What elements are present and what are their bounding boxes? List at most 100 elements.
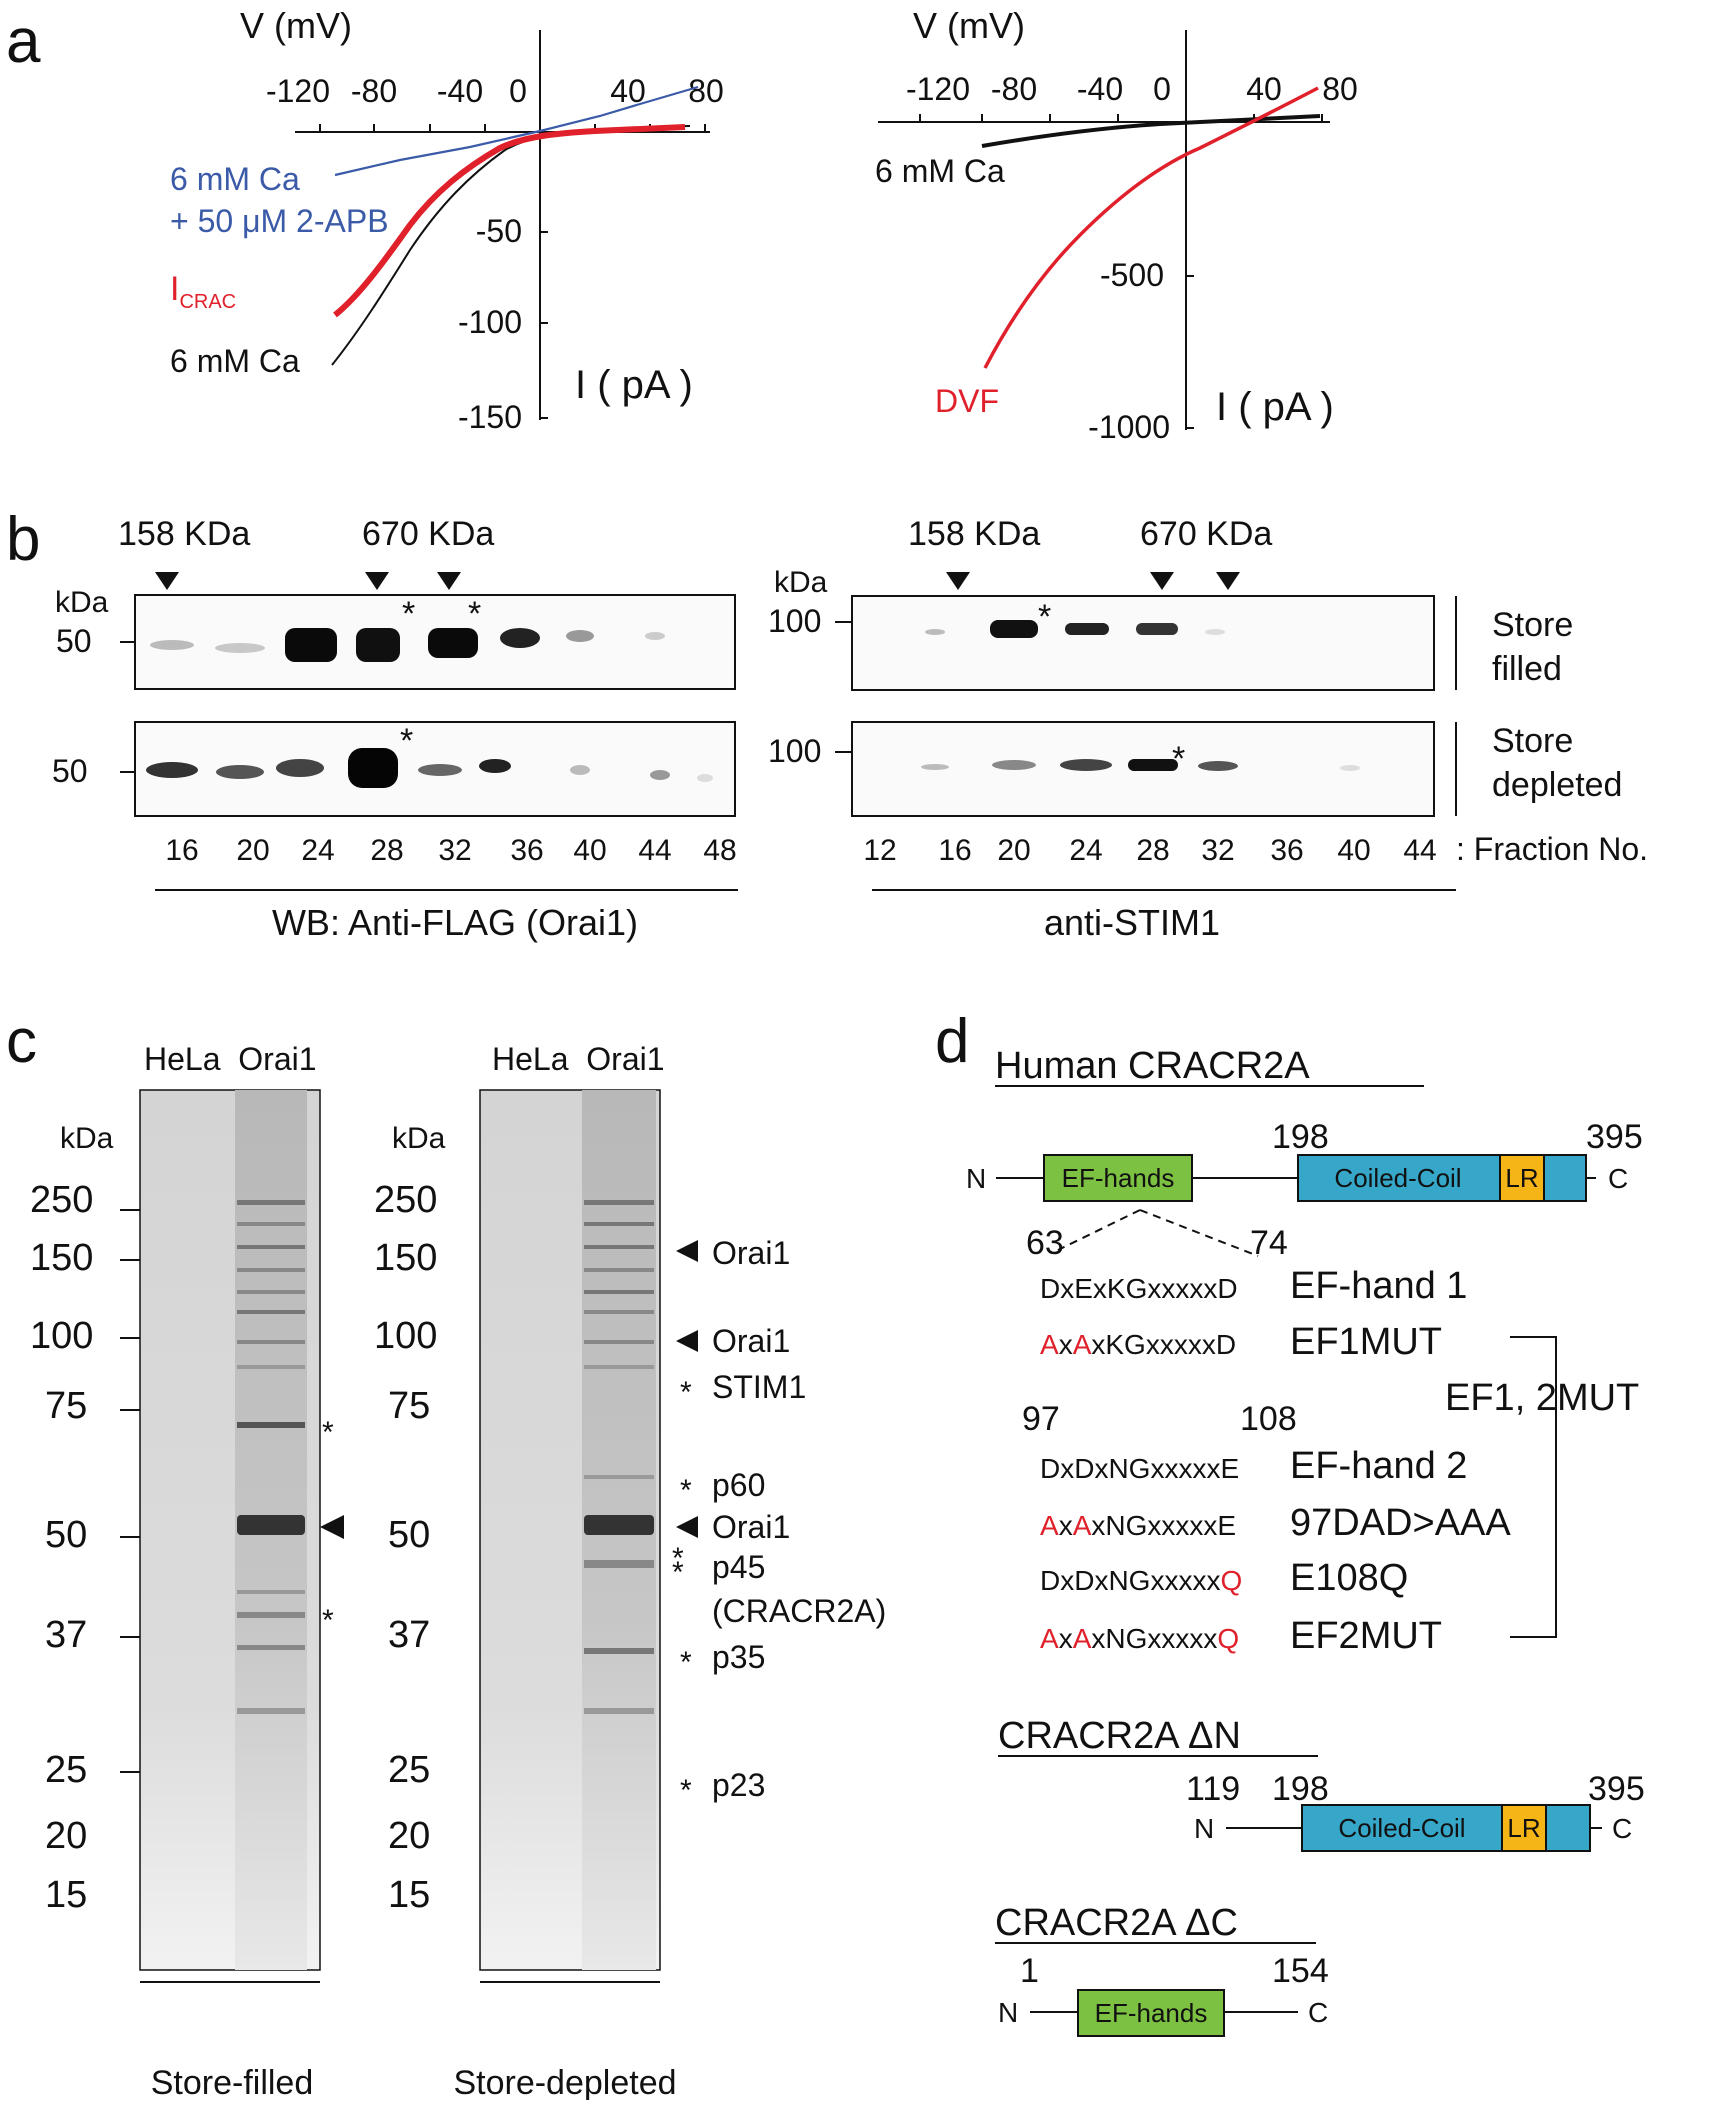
svg-text:75: 75 [45,1385,87,1427]
asterisk: * [1038,598,1051,636]
fraction-axis-label: : Fraction No. [1456,831,1648,867]
svg-text:15: 15 [45,1874,87,1916]
arrow-down-icon [437,572,461,590]
y-axis-label: I ( pA ) [575,363,693,407]
blot-bands-depleted [146,748,713,788]
asterisk: * [468,595,481,633]
svg-text:198: 198 [1272,1770,1329,1808]
y-tick-label: -150 [458,399,522,435]
svg-text:100: 100 [30,1315,93,1357]
gel-bands-filled [237,1200,305,1714]
x-tick-label: -120 [906,71,970,107]
svg-text:E108Q: E108Q [1290,1557,1408,1599]
svg-text:*: * [672,1542,684,1575]
arrow-left-icon [320,1515,344,1539]
arrow-left-icon [676,1330,698,1352]
panel-a-left-plot: V (mV) -120 -80 -40 0 40 80 -50 -100 -15… [170,5,724,435]
kda-unit: kDa [774,566,828,599]
svg-text:100: 100 [374,1315,437,1357]
panel-b-right: 158 KDa 670 KDa kDa 100 100 * * [768,515,1648,943]
panel-label-d: d [935,1007,969,1076]
trace-label-6mm-ca: 6 mM Ca [170,343,300,379]
svg-text:Coiled-Coil: Coiled-Coil [1338,1813,1465,1843]
svg-text:DxDxNGxxxxxE: DxDxNGxxxxxE [1040,1453,1239,1484]
mw-100: 100 [768,733,821,769]
svg-text:EF-hand 2: EF-hand 2 [1290,1445,1467,1487]
fraction-label: 16 [938,834,971,867]
trace-label-2apb-line1: 6 mM Ca [170,161,300,197]
svg-text:Orai1: Orai1 [712,1509,790,1545]
gel-caption: Store-filled [151,2064,314,2100]
mw-100: 100 [768,603,821,639]
y-tick-label: -1000 [1088,409,1170,445]
panel-d: Human CRACR2A 198 395 N EF-hands Coiled-… [966,1045,1645,2037]
svg-text:37: 37 [45,1614,87,1656]
x-tick-label: -80 [991,71,1037,107]
panel-a-right-plot: V (mV) -120 -80 -40 0 40 80 -500 -1000 I… [875,5,1358,445]
blot-caption: WB: Anti-FLAG (Orai1) [272,902,638,943]
blot-bands-filled [150,628,665,662]
svg-text:75: 75 [388,1385,430,1427]
construct-title: CRACR2A ΔC [995,1902,1238,1944]
svg-text:20: 20 [388,1815,430,1857]
construct-title: Human CRACR2A [995,1045,1310,1087]
svg-text:150: 150 [374,1237,437,1279]
svg-text:250: 250 [374,1179,437,1221]
x-tick-label: -40 [1077,71,1123,107]
x-tick-label: -40 [437,73,483,109]
svg-text:150: 150 [30,1237,93,1279]
marker-158: 158 KDa [118,515,250,553]
svg-text:p23: p23 [712,1767,765,1803]
svg-text:*: * [680,1646,692,1679]
mw-50: 50 [52,753,88,789]
svg-text:EF1MUT: EF1MUT [1290,1321,1442,1363]
lane-labels: HeLa Orai1 [144,1041,317,1077]
svg-text:STIM1: STIM1 [712,1369,806,1405]
svg-text:N: N [966,1163,986,1194]
svg-text:C: C [1308,1997,1328,2028]
blot-bands-depleted [921,759,1360,771]
fraction-label: 40 [573,834,606,867]
fraction-label: 20 [997,834,1030,867]
mw-50: 50 [56,623,92,659]
svg-text:*: * [672,1556,684,1589]
svg-text:97: 97 [1022,1400,1060,1438]
x-axis-label: V (mV) [240,5,352,46]
svg-text:DxDxNGxxxxxQ: DxDxNGxxxxxQ [1040,1565,1242,1596]
fraction-label: 32 [438,834,471,867]
fraction-label: 40 [1337,834,1370,867]
arrow-left-icon [676,1240,698,1262]
svg-text:395: 395 [1588,1770,1645,1808]
svg-text:Orai1: Orai1 [712,1323,790,1359]
panel-b-left: 158 KDa 670 KDa kDa 50 50 * * [52,515,738,943]
arrow-down-icon [155,572,179,590]
asterisk: * [322,1604,334,1637]
panel-label-a: a [6,7,41,76]
fraction-label: 32 [1201,834,1234,867]
svg-text:37: 37 [388,1614,430,1656]
ef-hands-domain [1043,1154,1193,1202]
svg-text:EF-hands: EF-hands [1062,1163,1175,1193]
svg-text:154: 154 [1272,1952,1329,1990]
svg-text:LR: LR [1505,1163,1538,1193]
asterisk: * [1172,740,1185,778]
svg-text:p35: p35 [712,1639,765,1675]
svg-text:C: C [1608,1163,1628,1194]
svg-text:*: * [680,1376,692,1409]
arrow-down-icon [1216,572,1240,590]
svg-text:250: 250 [30,1179,93,1221]
fraction-label: 20 [236,834,269,867]
trace-label-2apb-line2: + 50 μM 2-APB [170,203,389,239]
condition-label: depleted [1492,766,1622,804]
fraction-label: 44 [1403,834,1436,867]
marker-670: 670 KDa [362,515,494,553]
svg-text:74: 74 [1250,1224,1288,1262]
bracket [1510,1336,1557,1638]
svg-text:*: * [680,1474,692,1507]
asterisk: * [402,595,415,633]
svg-text:1: 1 [1020,1952,1039,1990]
svg-text:p60: p60 [712,1467,765,1503]
asterisk: * [400,722,413,760]
asterisk: * [322,1416,334,1449]
